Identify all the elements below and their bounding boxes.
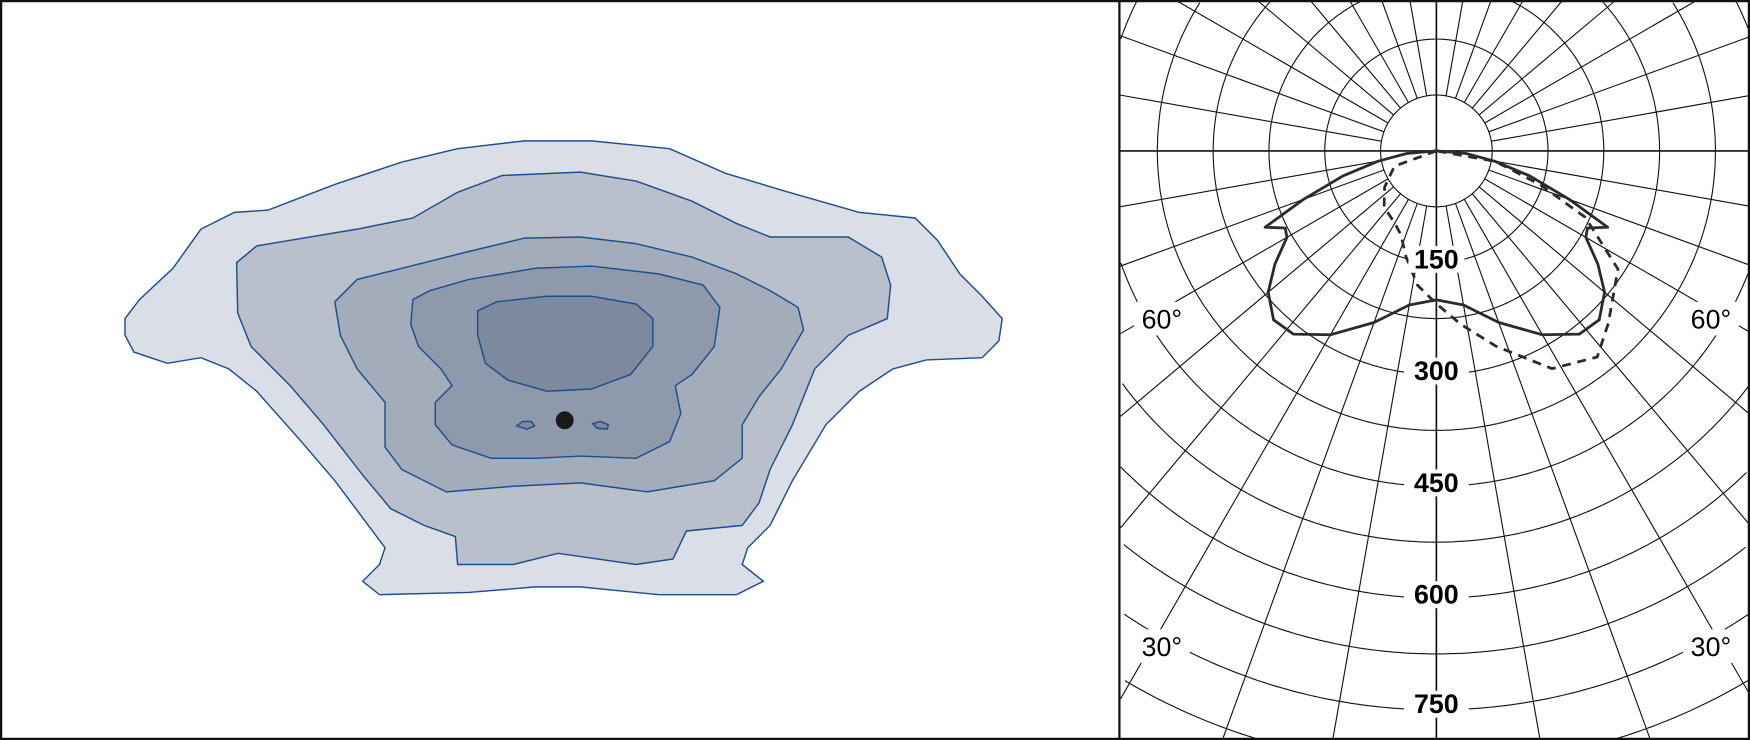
grid-spoke bbox=[1445, 205, 1541, 739]
grid-spoke bbox=[1349, 0, 1409, 103]
radial-tick-label: 750 bbox=[1414, 689, 1459, 719]
grid-spoke bbox=[1478, 0, 1615, 116]
contour-island-left bbox=[515, 420, 536, 431]
radial-tick-600: 600 bbox=[1404, 580, 1469, 610]
radial-tick-300: 300 bbox=[1404, 356, 1469, 386]
angle-label: 30° bbox=[1142, 632, 1182, 662]
grid-spoke bbox=[1332, 205, 1428, 739]
grid-ring bbox=[1120, 466, 1747, 599]
angle-label: 30° bbox=[1691, 632, 1731, 662]
polar-panel bbox=[1120, 0, 1750, 740]
angle-label: 60° bbox=[1691, 305, 1731, 335]
angle-label-30-left: 30° bbox=[1133, 629, 1190, 663]
luminaire-dot bbox=[555, 411, 574, 430]
angle-label-30-right: 30° bbox=[1683, 629, 1739, 663]
grid-spoke bbox=[1409, 1, 1428, 96]
contour-panel bbox=[124, 140, 1004, 596]
curve-dashed bbox=[1382, 149, 1620, 371]
grid-spoke bbox=[1120, 35, 1385, 133]
grid-spoke bbox=[1454, 0, 1492, 99]
grid-spoke bbox=[1120, 169, 1385, 267]
grid-spoke bbox=[1491, 160, 1749, 207]
radial-tick-label: 300 bbox=[1414, 356, 1459, 386]
grid-spoke bbox=[1445, 1, 1464, 96]
grid-spoke bbox=[1120, 94, 1382, 142]
radial-tick-450: 450 bbox=[1404, 468, 1469, 498]
radial-tick-750: 750 bbox=[1404, 689, 1469, 719]
grid-spoke bbox=[1463, 199, 1750, 694]
radial-tick-label: 600 bbox=[1414, 580, 1459, 610]
grid-spoke bbox=[1222, 203, 1418, 740]
grid-spoke bbox=[1310, 0, 1401, 109]
grid-spoke bbox=[1478, 186, 1750, 414]
grid-spoke bbox=[1177, 0, 1389, 124]
contour-level-5 bbox=[476, 295, 654, 392]
grid-spoke bbox=[1381, 0, 1418, 99]
grid-spoke bbox=[1471, 0, 1563, 109]
polar-labels: 150 300 450 600 750 60° 60° 30° 30° bbox=[1133, 244, 1739, 719]
grid-ring bbox=[1123, 544, 1746, 655]
grid-spoke bbox=[1471, 193, 1750, 525]
grid-spoke bbox=[1454, 203, 1651, 740]
grid-spoke bbox=[1463, 0, 1524, 103]
grid-spoke bbox=[1120, 186, 1394, 417]
grid-spoke bbox=[1488, 169, 1750, 266]
angle-label-60-right: 60° bbox=[1683, 301, 1739, 336]
grid-ring bbox=[1156, 2, 1716, 431]
grid-ring bbox=[1120, 0, 1749, 487]
curve-solid bbox=[1263, 149, 1610, 337]
grid-ring bbox=[1124, 680, 1749, 740]
grid-ring bbox=[1268, 0, 1605, 320]
radial-tick-label: 450 bbox=[1414, 468, 1459, 498]
grid-ring bbox=[1121, 383, 1749, 543]
radial-tick-label: 150 bbox=[1414, 244, 1459, 274]
grid-spoke bbox=[1488, 36, 1750, 133]
grid-spoke bbox=[1257, 0, 1394, 116]
grid-spoke bbox=[1120, 193, 1401, 529]
grid-spoke bbox=[1484, 0, 1696, 124]
grid-spoke bbox=[1491, 95, 1749, 142]
radial-tick-150: 150 bbox=[1408, 244, 1465, 274]
contour-island-right bbox=[591, 420, 610, 431]
grid-spoke bbox=[1120, 199, 1409, 700]
grid-spoke bbox=[1120, 160, 1382, 208]
angle-label: 60° bbox=[1142, 305, 1182, 335]
angle-label-60-left: 60° bbox=[1133, 301, 1190, 336]
